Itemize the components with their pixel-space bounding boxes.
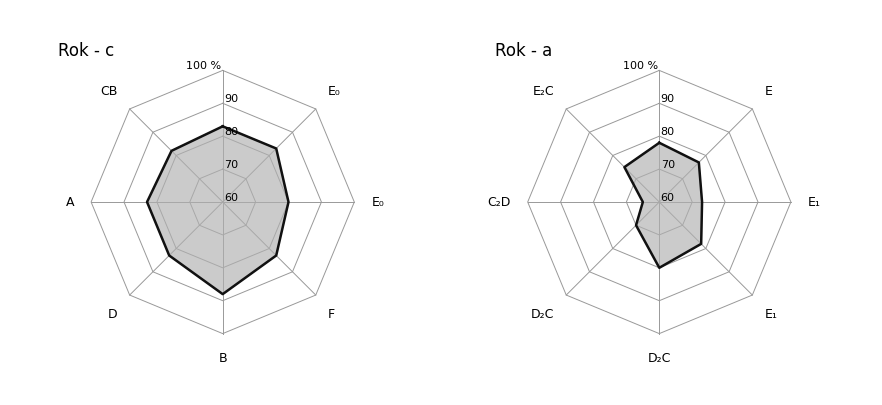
Text: 90: 90 — [661, 94, 675, 104]
Polygon shape — [147, 127, 288, 294]
Text: 80: 80 — [661, 127, 675, 137]
Text: CB: CB — [101, 85, 117, 98]
Text: F: F — [328, 307, 335, 320]
Text: E₁: E₁ — [765, 307, 777, 320]
Text: Rok - c: Rok - c — [58, 43, 115, 60]
Text: E₀: E₀ — [371, 196, 385, 209]
Text: D₂C: D₂C — [647, 351, 671, 364]
Text: B: B — [219, 351, 227, 364]
Text: 70: 70 — [224, 160, 238, 170]
Text: 60: 60 — [224, 192, 238, 202]
Polygon shape — [624, 143, 702, 268]
Text: 60: 60 — [661, 192, 675, 202]
Text: E₀: E₀ — [328, 85, 340, 98]
Text: C₂D: C₂D — [487, 196, 511, 209]
Text: E₁: E₁ — [808, 196, 821, 209]
Text: Rok - a: Rok - a — [495, 43, 552, 60]
Text: A: A — [65, 196, 74, 209]
Text: 100 %: 100 % — [186, 61, 221, 71]
Text: E₂C: E₂C — [533, 85, 554, 98]
Text: 70: 70 — [661, 160, 675, 170]
Text: D₂C: D₂C — [531, 307, 554, 320]
Text: 80: 80 — [224, 127, 238, 137]
Text: 100 %: 100 % — [623, 61, 658, 71]
Text: E: E — [765, 85, 773, 98]
Text: 90: 90 — [224, 94, 238, 104]
Text: D: D — [108, 307, 117, 320]
